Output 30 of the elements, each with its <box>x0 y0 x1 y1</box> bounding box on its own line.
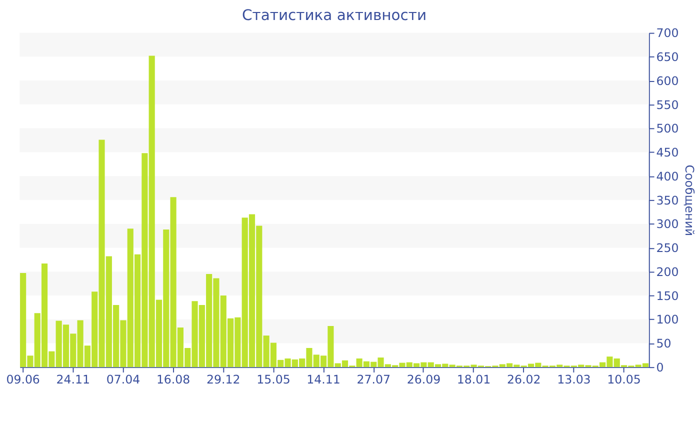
y-tick-label: 150 <box>656 288 679 303</box>
y-tick-label: 500 <box>656 122 679 136</box>
y-tick-label: 600 <box>656 74 679 88</box>
x-tick-label: 13.03 <box>557 372 591 386</box>
x-tick-label: 24.11 <box>56 372 90 386</box>
y-tick-label: 550 <box>656 98 679 112</box>
y-tick-label: 400 <box>656 169 679 184</box>
x-tick-label: 18.01 <box>456 372 491 386</box>
x-tick-label: 27.07 <box>356 372 390 386</box>
x-tick-label: 14.11 <box>306 372 340 386</box>
x-tick-label: 09.06 <box>6 372 40 386</box>
x-tick-label: 26.09 <box>406 372 441 386</box>
y-tick-label: 100 <box>656 312 679 327</box>
x-tick-label: 26.02 <box>506 372 541 386</box>
chart-title: Статистика активности <box>242 7 427 24</box>
x-tick-label: 15.05 <box>256 372 290 386</box>
y-tick-label: 300 <box>656 217 679 232</box>
y-tick-label: 350 <box>656 193 679 208</box>
y-tick-label: 700 <box>656 26 679 40</box>
x-tick-label: 29.12 <box>206 372 240 386</box>
y-axis-title: Сообщений <box>682 164 697 236</box>
y-tick-label: 50 <box>656 336 672 351</box>
x-tick-label: 16.08 <box>156 372 190 386</box>
y-tick-label: 650 <box>656 50 679 64</box>
x-tick-label: 10.05 <box>607 372 641 386</box>
y-tick-label: 200 <box>656 264 679 279</box>
y-tick-label: 450 <box>656 146 679 160</box>
y-tick-label: 0 <box>656 360 664 374</box>
x-tick-label: 07.04 <box>106 372 140 386</box>
y-tick-label: 250 <box>656 241 679 256</box>
